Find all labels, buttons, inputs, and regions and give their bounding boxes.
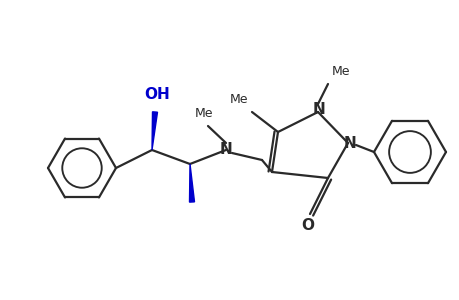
Text: N: N [312,103,325,118]
Text: Me: Me [194,107,213,120]
Text: O: O [301,218,314,233]
Polygon shape [151,112,157,150]
Text: N: N [343,136,356,152]
Text: OH: OH [144,87,169,102]
Text: N: N [219,142,232,158]
Polygon shape [189,164,194,202]
Text: Me: Me [229,93,247,106]
Text: Me: Me [331,65,350,78]
